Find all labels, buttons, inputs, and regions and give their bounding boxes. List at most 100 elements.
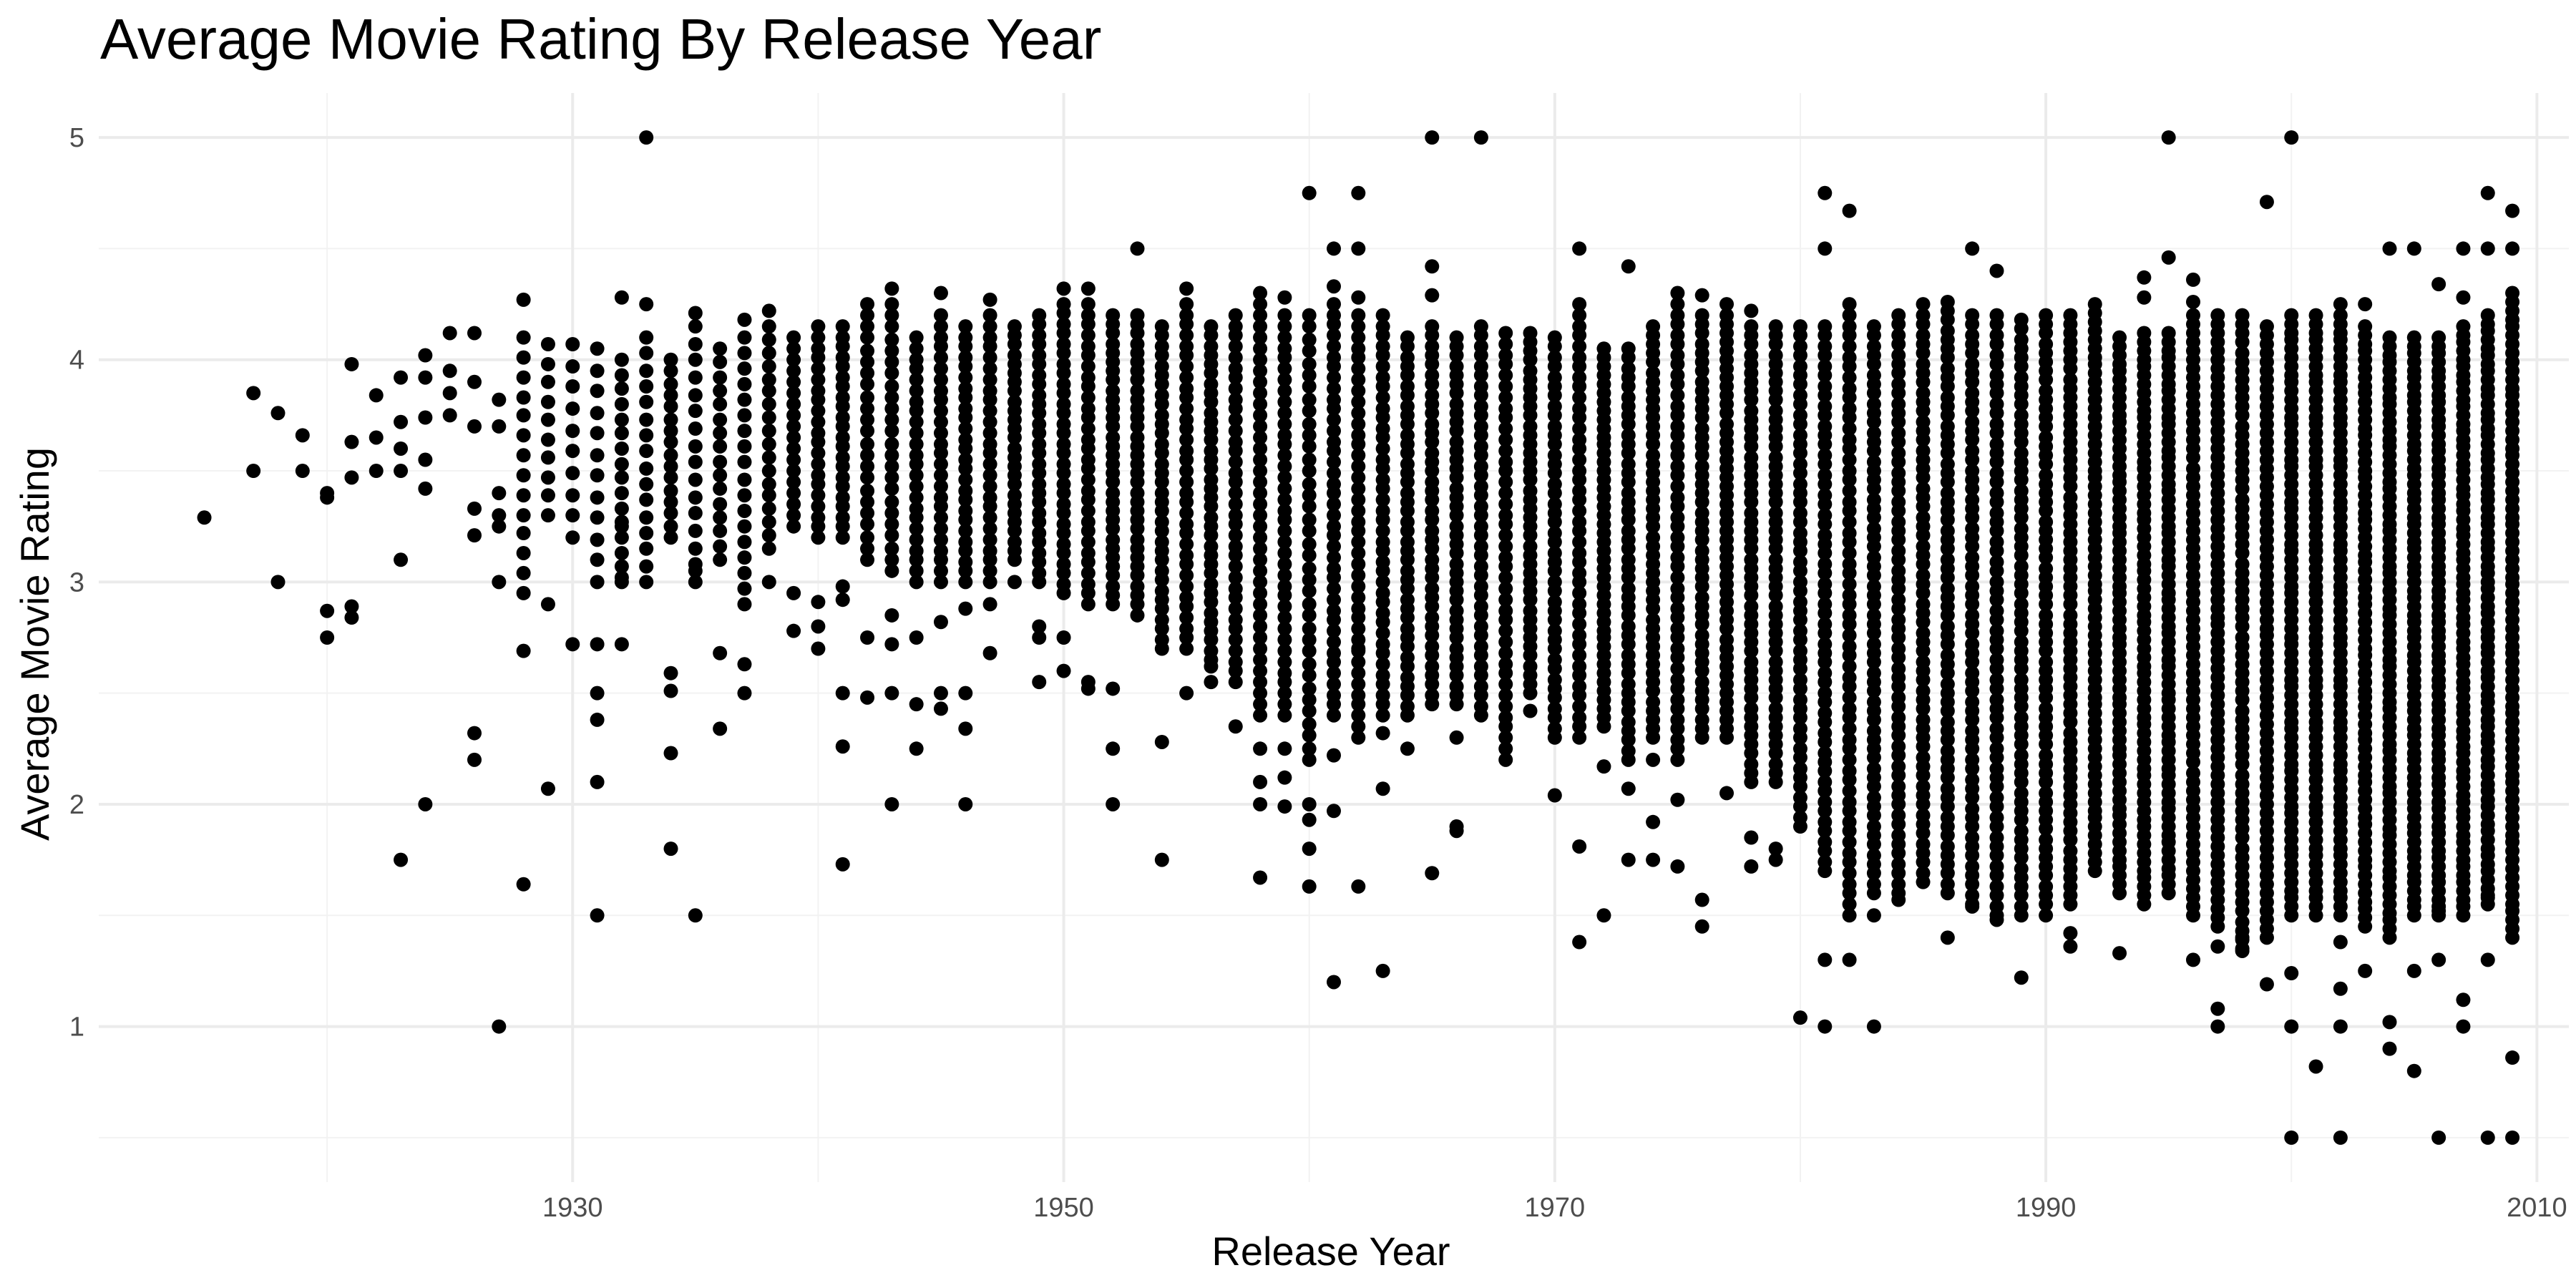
- data-point: [1818, 577, 1833, 592]
- data-point: [909, 468, 924, 483]
- data-point: [1842, 784, 1857, 799]
- data-point: [1302, 681, 1317, 696]
- data-point: [1327, 688, 1341, 703]
- data-point: [2014, 408, 2029, 423]
- data-point: [344, 599, 359, 614]
- data-point: [639, 444, 654, 459]
- data-point: [1154, 436, 1169, 452]
- data-point: [933, 490, 948, 505]
- data-point: [1572, 297, 1587, 312]
- data-point: [1842, 628, 1857, 643]
- data-point: [614, 290, 629, 305]
- data-point: [1228, 601, 1243, 616]
- data-point: [1032, 630, 1047, 645]
- data-point: [2087, 297, 2102, 312]
- data-point: [884, 401, 899, 416]
- data-point: [614, 396, 629, 411]
- data-point: [1179, 590, 1194, 605]
- data-point: [614, 545, 629, 560]
- data-point: [590, 510, 605, 525]
- data-point: [565, 488, 580, 503]
- data-point: [933, 372, 948, 387]
- data-point: [2284, 1130, 2299, 1145]
- data-point: [1473, 379, 1488, 394]
- data-point: [713, 370, 728, 385]
- data-point: [1842, 763, 1857, 779]
- data-point: [1473, 339, 1488, 354]
- data-point: [1670, 510, 1685, 525]
- data-point: [761, 541, 776, 556]
- data-point: [1130, 608, 1145, 623]
- data-point: [2137, 326, 2152, 341]
- data-point: [1621, 619, 1636, 634]
- data-point: [1498, 741, 1513, 756]
- data-point: [614, 570, 629, 585]
- data-point: [958, 350, 973, 365]
- data-point: [1130, 579, 1145, 594]
- data-point: [1080, 370, 1096, 385]
- data-point: [933, 686, 948, 701]
- data-point: [1204, 643, 1219, 658]
- data-point: [1547, 370, 1562, 385]
- data-point: [1277, 308, 1292, 323]
- data-point: [663, 746, 678, 761]
- data-point: [1891, 328, 1906, 343]
- data-point: [786, 452, 801, 467]
- data-point: [1375, 472, 1390, 487]
- data-point: [1572, 699, 1587, 714]
- data-point: [1498, 486, 1513, 501]
- data-point: [1866, 761, 1881, 776]
- data-point: [1179, 359, 1194, 374]
- data-point: [860, 483, 875, 498]
- data-point: [1375, 668, 1390, 683]
- data-point: [663, 530, 678, 545]
- data-point: [933, 414, 948, 429]
- data-point: [1916, 655, 1931, 670]
- data-point: [1989, 308, 2004, 323]
- data-point: [1228, 528, 1243, 543]
- data-point: [884, 424, 899, 439]
- data-point: [1965, 752, 1980, 767]
- data-point: [1792, 575, 1807, 590]
- data-point: [2185, 952, 2200, 967]
- data-point: [1327, 635, 1341, 650]
- data-point: [1989, 263, 2004, 278]
- data-point: [1032, 619, 1047, 634]
- data-point: [1277, 503, 1292, 518]
- data-point: [737, 330, 752, 345]
- data-point: [467, 726, 482, 741]
- data-point: [835, 470, 850, 485]
- data-point: [1228, 308, 1243, 323]
- data-point: [982, 426, 997, 441]
- data-point: [1400, 457, 1415, 472]
- data-point: [1302, 597, 1317, 612]
- data-point: [1744, 303, 1759, 318]
- data-point: [786, 396, 801, 411]
- data-point: [1498, 657, 1513, 672]
- y-axis-tick-labels: 1 2 3 4 5: [69, 123, 84, 1042]
- data-point: [1818, 339, 1833, 354]
- data-point: [492, 419, 507, 434]
- data-point: [909, 426, 924, 441]
- data-point: [1940, 648, 1955, 663]
- data-point: [688, 575, 703, 590]
- data-point: [688, 352, 703, 367]
- data-point: [1327, 592, 1341, 608]
- data-point: [1253, 386, 1268, 401]
- data-point: [1891, 641, 1906, 656]
- data-point: [958, 330, 973, 345]
- data-point: [590, 384, 605, 399]
- data-point: [2358, 963, 2373, 978]
- data-point: [1792, 555, 1807, 570]
- data-point: [1498, 444, 1513, 459]
- data-point: [1670, 419, 1685, 434]
- data-point: [2456, 992, 2471, 1008]
- data-point: [590, 341, 605, 356]
- data-point: [614, 559, 629, 574]
- data-point: [835, 510, 850, 525]
- data-point: [1327, 454, 1341, 469]
- data-point: [344, 470, 359, 485]
- data-point: [1277, 406, 1292, 421]
- data-point: [1327, 392, 1341, 407]
- data-point: [737, 454, 752, 469]
